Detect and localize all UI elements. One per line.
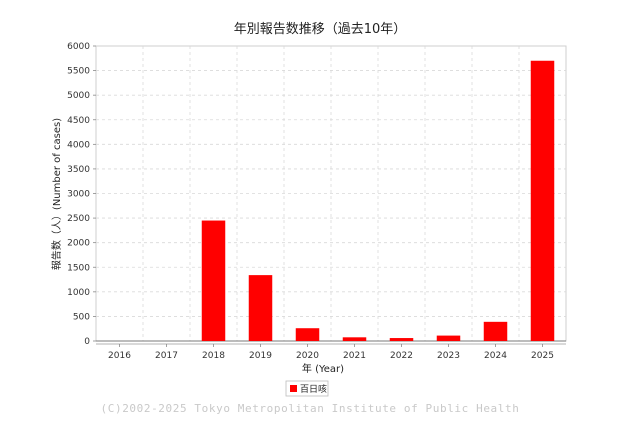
y-tick-label: 3500 — [67, 165, 90, 175]
x-tick-label: 2021 — [343, 351, 366, 361]
x-tick-label: 2020 — [296, 351, 319, 361]
x-tick-label: 2017 — [155, 351, 178, 361]
copyright-text: (C)2002-2025 Tokyo Metropolitan Institut… — [101, 402, 520, 415]
bar-2023 — [436, 335, 461, 341]
bar-2020 — [295, 328, 320, 341]
y-tick-label: 2000 — [67, 239, 90, 249]
y-tick-label: 4500 — [67, 116, 90, 126]
x-tick-label: 2024 — [484, 351, 507, 361]
x-tick-label: 2025 — [531, 351, 554, 361]
legend-swatch — [290, 385, 297, 392]
x-tick-label: 2018 — [202, 351, 225, 361]
legend-label: 百日咳 — [300, 383, 327, 395]
x-tick-label: 2022 — [390, 351, 413, 361]
bar-2025 — [530, 60, 555, 341]
y-tick-label: 1500 — [67, 263, 90, 273]
bar-2019 — [248, 275, 273, 341]
y-tick-label: 0 — [84, 337, 90, 347]
x-axis-label: 年 (Year) — [302, 362, 344, 375]
y-tick-label: 1000 — [67, 288, 90, 298]
x-tick-label: 2016 — [108, 351, 131, 361]
bars — [201, 60, 555, 341]
x-tick-label: 2019 — [249, 351, 272, 361]
chart-title: 年別報告数推移（過去10年） — [234, 22, 407, 37]
bar-2022 — [389, 338, 414, 341]
y-tick-label: 3000 — [67, 190, 90, 200]
y-tick-label: 5500 — [67, 67, 90, 77]
y-axis: 0 500 1000 1500 2000 2500 3000 3500 4000 4500 5000… — [67, 42, 96, 347]
bar-2018 — [201, 220, 226, 341]
bar-2024 — [483, 321, 508, 341]
bar-2021 — [342, 337, 367, 341]
y-tick-label: 4000 — [67, 140, 90, 150]
legend-box — [285, 380, 329, 397]
y-tick-label: 6000 — [67, 42, 90, 52]
grid-lines — [96, 46, 566, 341]
x-tick-label: 2023 — [437, 351, 460, 361]
y-axis-label: 報告数（人）(Number of cases) — [50, 118, 63, 270]
y-tick-label: 2500 — [67, 214, 90, 224]
x-axis: 2016 2017 2018 2019 2020 2021 2022 2023 2024 2025 — [96, 340, 566, 361]
legend: 百日咳 — [285, 380, 329, 397]
y-tick-label: 5000 — [67, 91, 90, 101]
y-tick-label: 500 — [73, 312, 90, 322]
